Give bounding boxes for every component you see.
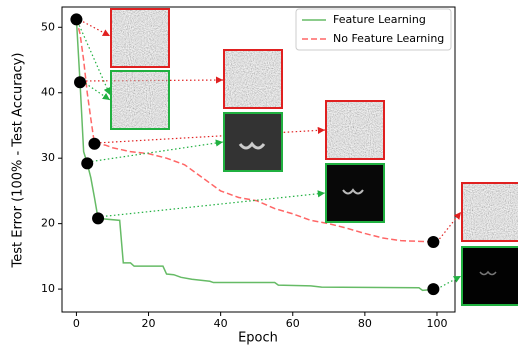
arrow	[437, 212, 461, 242]
y-tick-label: 40	[41, 86, 55, 99]
x-tick-label: 0	[73, 317, 80, 330]
feature-image	[224, 113, 282, 171]
y-tick-label: 50	[41, 20, 55, 33]
snapshot-point	[427, 283, 439, 295]
noise-image	[111, 9, 169, 67]
arrow	[82, 81, 110, 100]
y-tick-label: 20	[41, 217, 55, 230]
x-tick-label: 80	[358, 317, 372, 330]
legend-label: No Feature Learning	[333, 32, 444, 45]
arrow	[88, 142, 223, 162]
snapshot-point	[70, 13, 82, 25]
legend: Feature Learning No Feature Learning	[296, 9, 451, 50]
noise-image	[462, 183, 518, 241]
snapshot-point	[74, 76, 86, 88]
x-tick-label: 60	[286, 317, 300, 330]
x-axis-label: Epoch	[238, 331, 278, 346]
feature-image	[462, 247, 518, 305]
snapshot-point	[92, 212, 104, 224]
snapshot-point	[427, 236, 439, 248]
y-tick-label: 30	[41, 151, 55, 164]
noise-image	[326, 101, 384, 159]
arrow	[437, 276, 461, 289]
x-tick-label: 40	[214, 317, 228, 330]
snapshot-point	[81, 157, 93, 169]
x-tick-label: 100	[426, 317, 447, 330]
y-tick-label: 10	[41, 282, 55, 295]
arrow	[96, 130, 325, 143]
snapshot-images	[76, 9, 518, 305]
legend-label: Feature Learning	[333, 13, 426, 26]
x-tick-label: 20	[142, 317, 156, 330]
chart: 0 20 40 60 80 100 10 20 30 40 50 Epoch Test Error …	[0, 0, 518, 351]
y-axis-label: Test Error (100% - Test Accuracy)	[11, 53, 26, 269]
snapshot-point	[88, 138, 100, 150]
noise-image	[111, 71, 169, 129]
noise-image	[224, 50, 282, 108]
